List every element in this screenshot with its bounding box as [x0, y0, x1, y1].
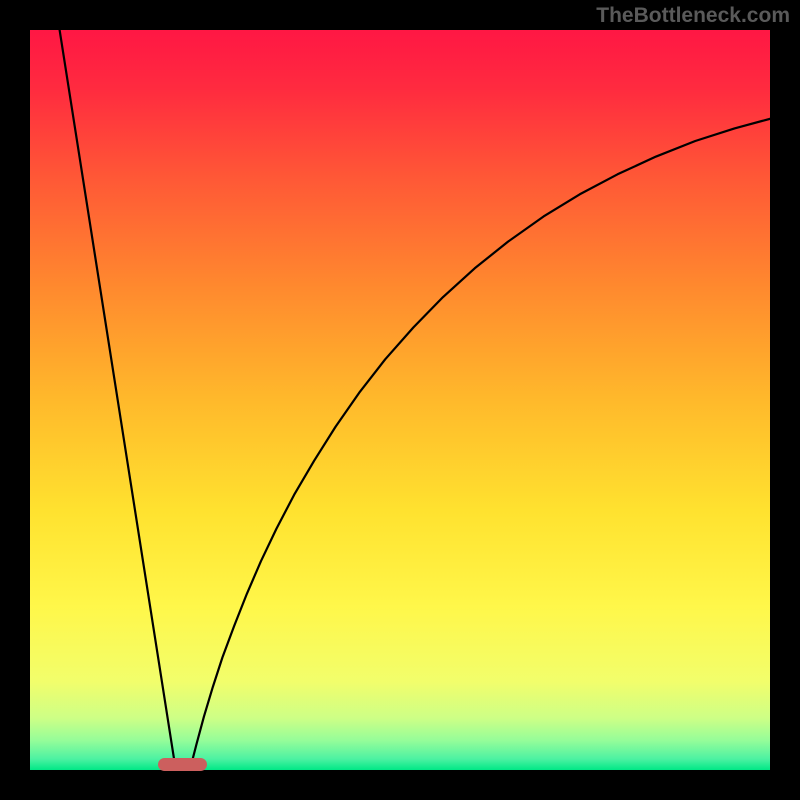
- plot-area: [30, 30, 770, 770]
- bottleneck-curve: [30, 30, 770, 770]
- chart-canvas: TheBottleneck.com: [0, 0, 800, 800]
- optimum-marker: [158, 758, 207, 771]
- watermark-text: TheBottleneck.com: [596, 4, 790, 28]
